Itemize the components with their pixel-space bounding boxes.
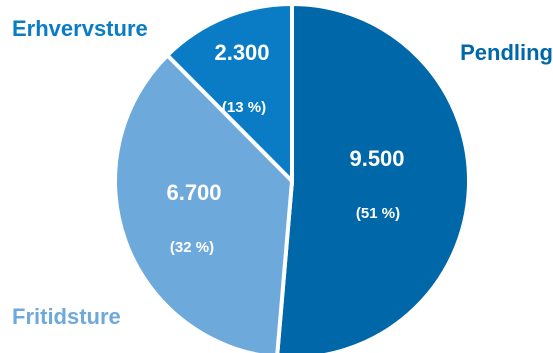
slice-value-labels: 9.500 (51 %) 6.700 (32 %) 2.300 (13 %) (166, 40, 404, 256)
pie-slice-pendling (275, 1, 471, 353)
pie-slice-erhvervsture (164, 1, 294, 186)
slice-percent-label: (32 %) (170, 239, 214, 256)
category-label-fritidsture: Fritidsture (12, 304, 121, 329)
pie-slices (113, 1, 471, 353)
slice-percent-label: (51 %) (356, 205, 400, 222)
slice-percent-label: (13 %) (222, 99, 266, 116)
category-labels: Pendling Fritidsture Erhvervsture (12, 16, 553, 329)
category-label-pendling: Pendling (460, 40, 553, 65)
category-label-erhvervsture: Erhvervsture (12, 16, 148, 41)
slice-value-label: 9.500 (349, 146, 404, 171)
slice-value-label: 2.300 (214, 40, 269, 65)
pie-slice-fritidsture (113, 52, 295, 353)
slice-value-label: 6.700 (166, 180, 221, 205)
